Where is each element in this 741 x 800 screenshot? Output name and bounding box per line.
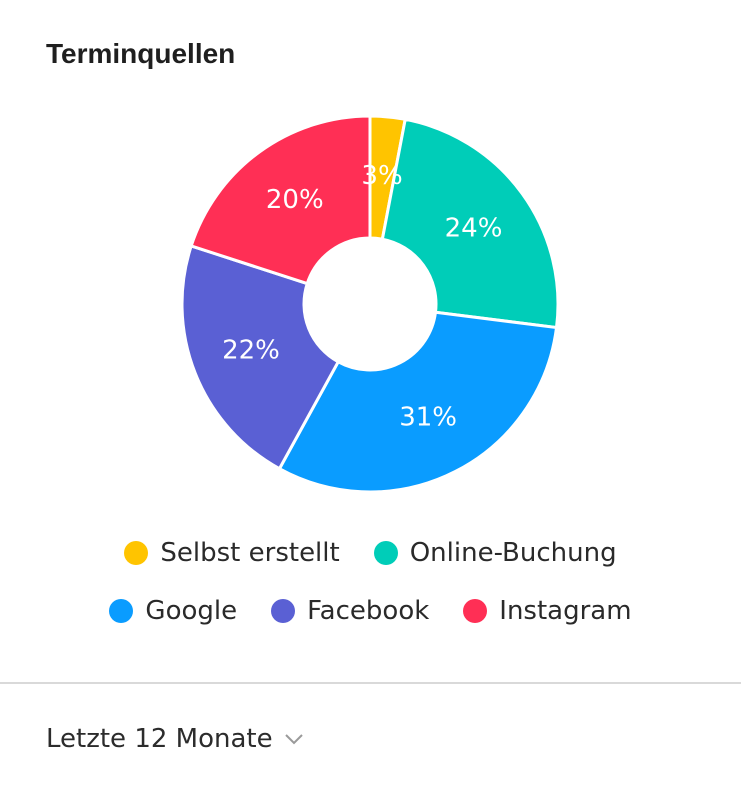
legend-item-selbst-erstellt[interactable]: Selbst erstellt	[124, 538, 340, 568]
pie-slice-facebook[interactable]	[180, 244, 341, 471]
legend-label: Facebook	[307, 596, 430, 626]
period-dropdown[interactable]: Letzte 12 Monate	[46, 724, 305, 754]
chart-title: Terminquellen	[46, 38, 236, 69]
legend-item-facebook[interactable]: Facebook	[271, 596, 429, 626]
legend-dot	[463, 599, 488, 623]
period-label: Letzte 12 Monate	[46, 724, 273, 754]
divider	[0, 682, 741, 684]
legend-dot	[109, 599, 134, 623]
pie-slice-instagram[interactable]	[189, 114, 372, 286]
pie-slice-online-buchung[interactable]	[380, 117, 560, 330]
legend-dot	[271, 599, 296, 623]
legend-row-2: Google Facebook Instagram	[0, 596, 741, 626]
slice-value-label: 24%	[445, 213, 503, 243]
slice-value-label: 22%	[222, 336, 280, 366]
pie-slice-google[interactable]	[277, 310, 559, 494]
chevron-down-icon	[284, 734, 303, 745]
donut-chart: 3% 24% 31% 22% 20%	[180, 114, 560, 494]
legend-item-google[interactable]: Google	[109, 596, 237, 626]
legend-item-instagram[interactable]: Instagram	[463, 596, 632, 626]
legend-dot	[373, 541, 398, 565]
legend-label: Instagram	[499, 596, 632, 626]
legend-row-1: Selbst erstellt Online-Buchung	[0, 538, 741, 568]
legend-dot	[124, 541, 149, 565]
slice-value-label: 3%	[361, 161, 402, 191]
legend-label: Online-Buchung	[409, 538, 617, 568]
slice-value-label: 20%	[266, 185, 324, 215]
legend-label: Selbst erstellt	[160, 538, 340, 568]
slice-value-label: 31%	[399, 403, 457, 433]
legend-item-online-buchung[interactable]: Online-Buchung	[373, 538, 617, 568]
legend-label: Google	[145, 596, 238, 626]
